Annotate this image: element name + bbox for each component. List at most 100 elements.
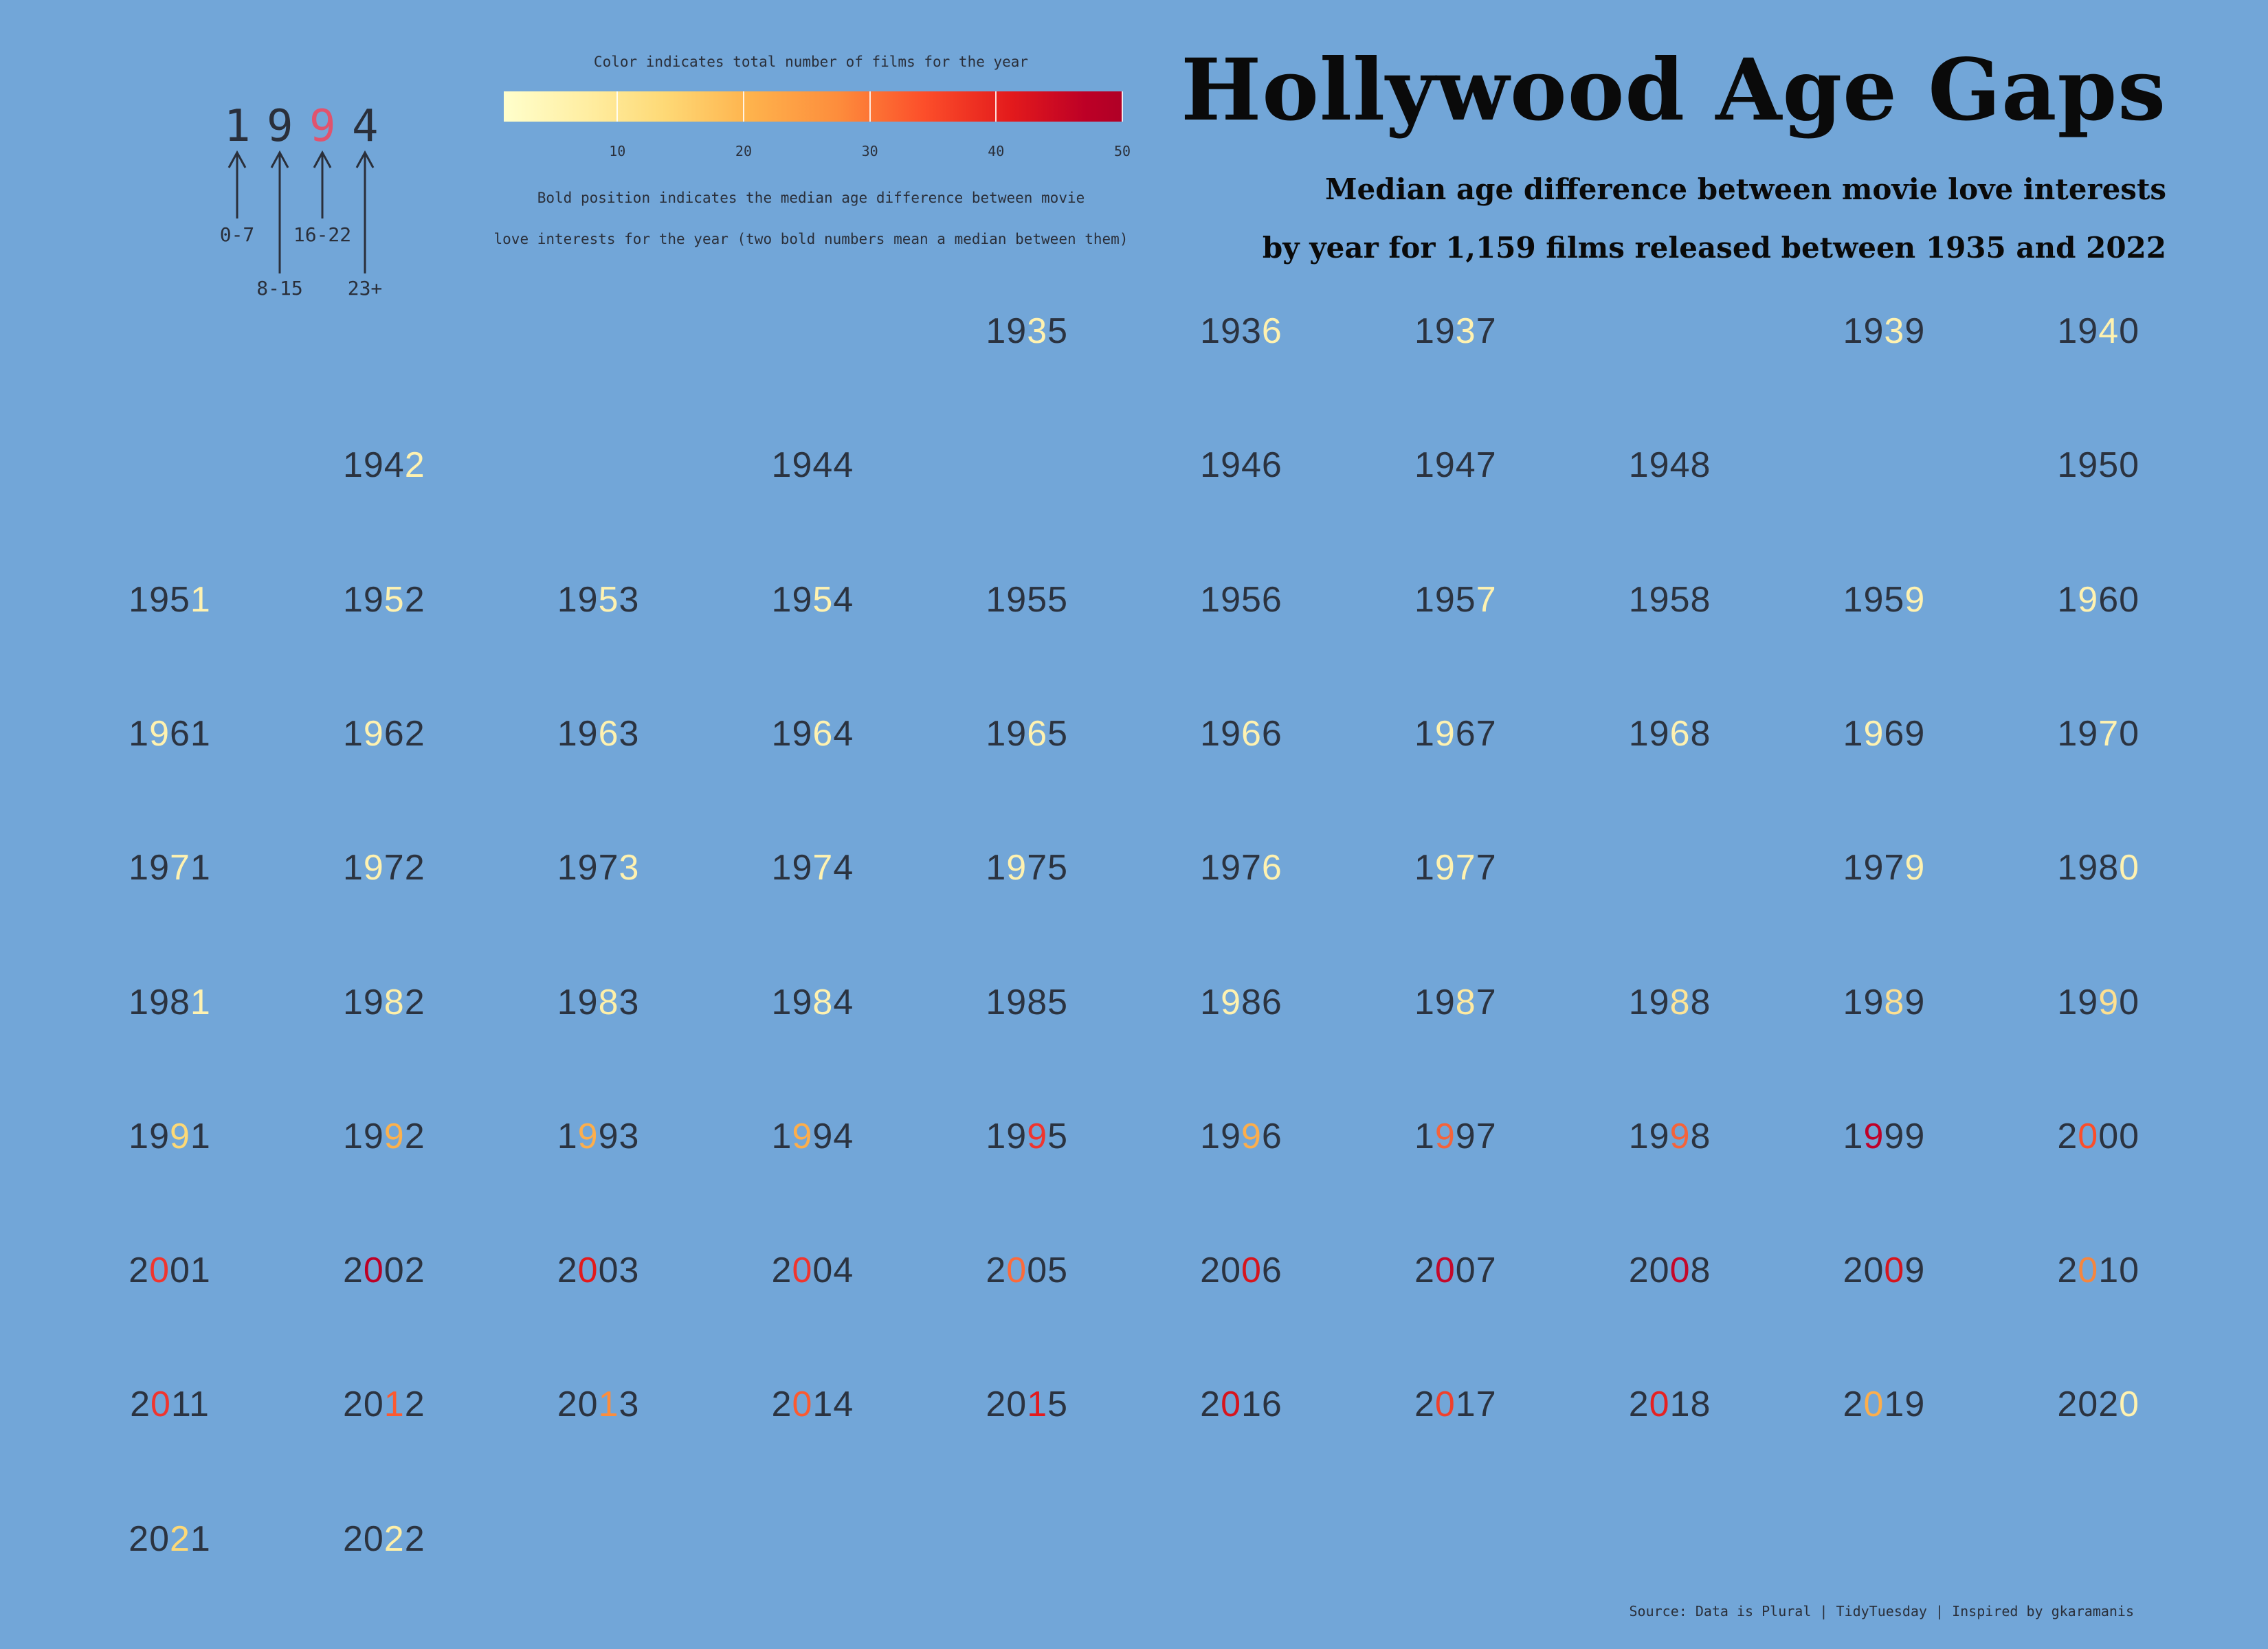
year-label-2019: 2019 bbox=[1843, 1384, 1926, 1425]
year-label-2006: 2006 bbox=[1200, 1250, 1282, 1291]
key-digit-1: 1 bbox=[224, 101, 251, 152]
year-label-2015: 2015 bbox=[986, 1384, 1069, 1425]
year-label-1975: 1975 bbox=[986, 848, 1069, 888]
year-label-2004: 2004 bbox=[771, 1250, 854, 1291]
year-label-1995: 1995 bbox=[986, 1116, 1069, 1156]
year-label-1937: 1937 bbox=[1414, 311, 1497, 351]
year-label-1954: 1954 bbox=[771, 579, 854, 620]
year-label-1948: 1948 bbox=[1628, 445, 1711, 486]
year-label-1947: 1947 bbox=[1414, 445, 1497, 486]
year-label-1965: 1965 bbox=[986, 713, 1069, 754]
year-label-2020: 2020 bbox=[2057, 1384, 2140, 1425]
year-label-2016: 2016 bbox=[1200, 1384, 1282, 1425]
year-label-2001: 2001 bbox=[129, 1250, 211, 1291]
year-label-1936: 1936 bbox=[1200, 311, 1282, 351]
year-label-2005: 2005 bbox=[986, 1250, 1069, 1291]
year-label-2017: 2017 bbox=[1414, 1384, 1497, 1425]
year-label-1997: 1997 bbox=[1414, 1116, 1497, 1156]
year-label-1939: 1939 bbox=[1843, 311, 1926, 351]
year-label-1974: 1974 bbox=[771, 848, 854, 888]
year-label-2014: 2014 bbox=[771, 1384, 854, 1425]
year-label-1951: 1951 bbox=[129, 579, 211, 620]
year-label-2003: 2003 bbox=[557, 1250, 640, 1291]
colorbar-tick-label: 10 bbox=[609, 143, 626, 159]
key-arrows bbox=[227, 150, 375, 273]
year-label-2022: 2022 bbox=[342, 1518, 425, 1559]
year-label-1957: 1957 bbox=[1414, 579, 1497, 620]
year-label-1961: 1961 bbox=[129, 713, 211, 754]
year-label-1983: 1983 bbox=[557, 982, 640, 1022]
year-label-1960: 1960 bbox=[2057, 579, 2140, 620]
year-label-1992: 1992 bbox=[342, 1116, 425, 1156]
key-bin-label-16-22: 16-22 bbox=[293, 223, 352, 246]
colorbar-tick-mark bbox=[616, 91, 619, 122]
year-label-1993: 1993 bbox=[557, 1116, 640, 1156]
colorbar-tick-mark bbox=[869, 91, 871, 122]
colorbar-tick-label: 40 bbox=[988, 143, 1005, 159]
year-label-1953: 1953 bbox=[557, 579, 640, 620]
year-label-1968: 1968 bbox=[1628, 713, 1711, 754]
position-caption-line2: love interests for the year (two bold nu… bbox=[493, 231, 1129, 247]
year-label-1976: 1976 bbox=[1200, 848, 1282, 888]
key-bin-label-0-7: 0-7 bbox=[219, 223, 255, 246]
chart-subtitle-line1: Median age difference between movie love… bbox=[1325, 172, 2166, 206]
colorbar-tick-mark bbox=[1122, 91, 1123, 122]
colorbar bbox=[504, 91, 1122, 122]
year-label-2007: 2007 bbox=[1414, 1250, 1497, 1291]
key-digit-4: 4 bbox=[352, 101, 379, 152]
year-label-1987: 1987 bbox=[1414, 982, 1497, 1022]
colorbar-tick-label: 50 bbox=[1113, 143, 1131, 159]
year-label-1963: 1963 bbox=[557, 713, 640, 754]
year-label-1986: 1986 bbox=[1200, 982, 1282, 1022]
year-label-1994: 1994 bbox=[771, 1116, 854, 1156]
source-note: Source: Data is Plural | TidyTuesday | I… bbox=[1629, 1603, 2134, 1619]
chart-title: Hollywood Age Gaps bbox=[1181, 41, 2166, 140]
year-label-1940: 1940 bbox=[2057, 311, 2140, 351]
year-label-1966: 1966 bbox=[1200, 713, 1282, 754]
year-label-1972: 1972 bbox=[342, 848, 425, 888]
year-label-1989: 1989 bbox=[1843, 982, 1926, 1022]
year-label-1946: 1946 bbox=[1200, 445, 1282, 486]
key-bin-label-23-plus: 23+ bbox=[347, 277, 383, 300]
year-label-1956: 1956 bbox=[1200, 579, 1282, 620]
key-bin-label-8-15: 8-15 bbox=[256, 277, 303, 300]
year-label-1996: 1996 bbox=[1200, 1116, 1282, 1156]
year-label-1980: 1980 bbox=[2057, 848, 2140, 888]
year-label-2000: 2000 bbox=[2057, 1116, 2140, 1156]
year-label-2010: 2010 bbox=[2057, 1250, 2140, 1291]
key-digit-3-highlighted: 9 bbox=[309, 101, 336, 152]
year-label-1984: 1984 bbox=[771, 982, 854, 1022]
year-label-1971: 1971 bbox=[129, 848, 211, 888]
year-label-2018: 2018 bbox=[1628, 1384, 1711, 1425]
year-label-1935: 1935 bbox=[986, 311, 1069, 351]
year-label-1998: 1998 bbox=[1628, 1116, 1711, 1156]
position-caption-line1: Bold position indicates the median age d… bbox=[537, 190, 1085, 206]
year-label-1985: 1985 bbox=[986, 982, 1069, 1022]
year-label-1990: 1990 bbox=[2057, 982, 2140, 1022]
year-label-1979: 1979 bbox=[1843, 848, 1926, 888]
year-label-2002: 2002 bbox=[342, 1250, 425, 1291]
year-label-1977: 1977 bbox=[1414, 848, 1497, 888]
year-label-1967: 1967 bbox=[1414, 713, 1497, 754]
year-label-1999: 1999 bbox=[1843, 1116, 1926, 1156]
year-label-1959: 1959 bbox=[1843, 579, 1926, 620]
year-label-1942: 1942 bbox=[342, 445, 425, 486]
chart-subtitle-line2: by year for 1,159 films released between… bbox=[1262, 231, 2166, 265]
year-label-1973: 1973 bbox=[557, 848, 640, 888]
year-label-1952: 1952 bbox=[342, 579, 425, 620]
year-label-1958: 1958 bbox=[1628, 579, 1711, 620]
year-label-1969: 1969 bbox=[1843, 713, 1926, 754]
key-digit-2: 9 bbox=[267, 101, 293, 152]
year-label-1964: 1964 bbox=[771, 713, 854, 754]
year-label-2009: 2009 bbox=[1843, 1250, 1926, 1291]
year-label-2021: 2021 bbox=[129, 1518, 211, 1559]
year-label-2008: 2008 bbox=[1628, 1250, 1711, 1291]
year-label-1944: 1944 bbox=[771, 445, 854, 486]
year-label-1982: 1982 bbox=[342, 982, 425, 1022]
colorbar-tick-mark bbox=[995, 91, 997, 122]
colorbar-tick-label: 30 bbox=[861, 143, 878, 159]
colorbar-tick-mark bbox=[742, 91, 744, 122]
colorbar-caption: Color indicates total number of films fo… bbox=[593, 54, 1029, 70]
year-label-1955: 1955 bbox=[986, 579, 1069, 620]
year-label-1991: 1991 bbox=[129, 1116, 211, 1156]
